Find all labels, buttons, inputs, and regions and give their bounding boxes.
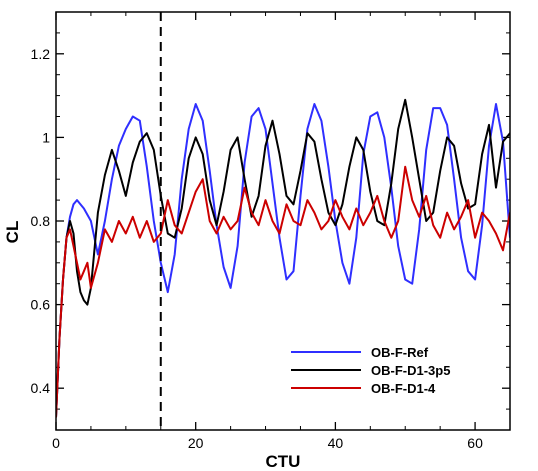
series-line-1 — [56, 103, 510, 418]
x-tick-label: 40 — [328, 435, 344, 451]
x-tick-label: 20 — [188, 435, 204, 451]
legend-label: OB-F-D1-3p5 — [371, 363, 450, 378]
legend-label: OB-F-D1-4 — [371, 381, 436, 396]
x-tick-label: 0 — [52, 435, 60, 451]
legend-label: OB-F-Ref — [371, 345, 429, 360]
y-tick-label: 0.6 — [31, 297, 51, 313]
legend: OB-F-Ref OB-F-D1-3p5 OB-F-D1-4 — [291, 345, 450, 396]
plot-frame — [55, 11, 511, 431]
y-axis-label: CL — [3, 221, 22, 244]
y-tick-label: 1 — [42, 129, 50, 145]
x-axis-label: CTU — [266, 452, 301, 471]
ticks-layer: 0 20 40 60 0.4 0.6 0.8 1 1.2 — [31, 11, 510, 451]
y-tick-label: 0.4 — [31, 380, 51, 396]
x-tick-label: 60 — [467, 435, 483, 451]
y-tick-label: 1.2 — [31, 46, 51, 62]
series-line-2 — [56, 98, 510, 418]
series-line-3 — [56, 165, 510, 418]
series-layer — [56, 98, 510, 418]
y-tick-label: 0.8 — [31, 213, 51, 229]
